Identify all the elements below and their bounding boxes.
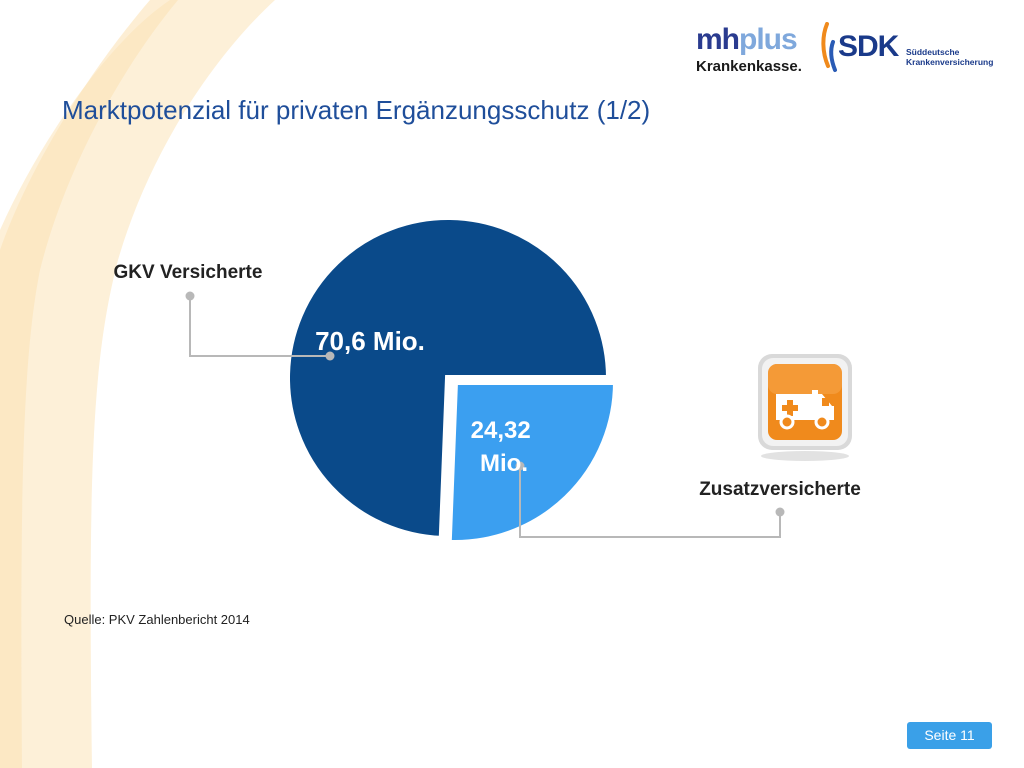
callout-dot [775, 507, 785, 517]
mhplus-logo-mh: mh [696, 23, 740, 56]
source-note: Quelle: PKV Zahlenbericht 2014 [64, 612, 250, 627]
sdk-logo: SDK Süddeutsche Krankenversicherung [818, 22, 998, 74]
callout-line-gkv [189, 296, 330, 357]
category-label-gkv: GKV Versicherte [114, 262, 263, 283]
mhplus-logo: mhplus Krankenkasse. [696, 24, 808, 76]
sdk-logo-line1: Süddeutsche [906, 47, 960, 57]
pie-slice-zusatz [445, 379, 620, 546]
callout-dot [325, 351, 335, 361]
data-label-zusatz-line1: 24,32 [471, 417, 531, 444]
callout-dot [185, 291, 195, 301]
ambulance-badge [752, 350, 858, 462]
callout-dot [515, 461, 525, 471]
data-label-zusatz-line2: Mio. [480, 450, 528, 477]
page-number-badge: Seite 11 [907, 722, 992, 749]
sdk-logo-line2: Krankenversicherung [906, 57, 994, 67]
mhplus-logo-plus: plus [739, 23, 798, 56]
ambulance-icon [776, 390, 834, 430]
mhplus-logo-subtitle: Krankenkasse. [696, 58, 802, 75]
data-label-zusatz: 24,32 Mio. [471, 417, 538, 477]
pie-slice-gkv [284, 214, 613, 542]
sdk-logo-mark [821, 22, 837, 72]
callout-line-zusatz [519, 466, 781, 538]
data-label-gkv: 70,6 Mio. [315, 326, 425, 356]
category-label-zusatz: Zusatzversicherte [699, 479, 861, 500]
sdk-logo-word: SDK [838, 30, 899, 63]
slide-title: Marktpotenzial für privaten Ergänzungssc… [62, 95, 651, 125]
